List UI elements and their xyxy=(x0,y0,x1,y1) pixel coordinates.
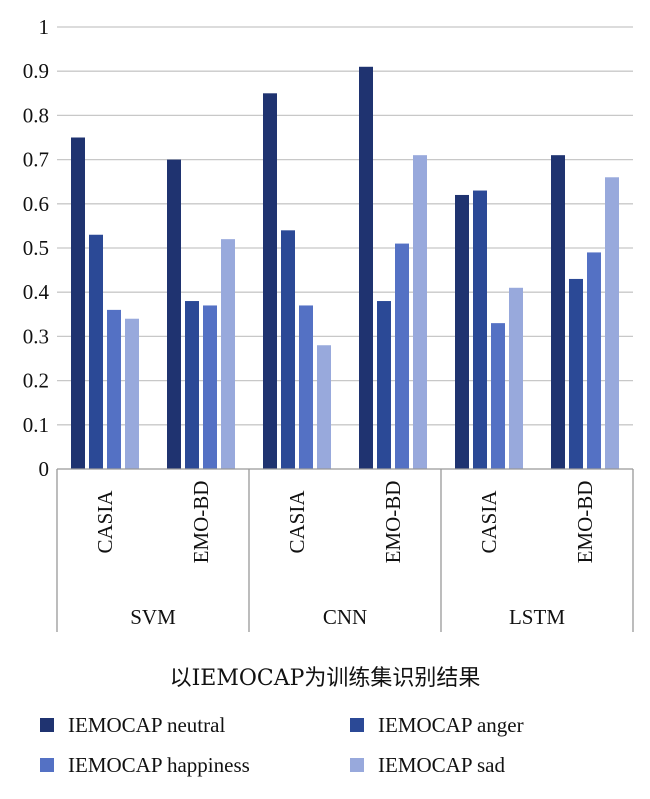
y-tick-label: 0.7 xyxy=(23,148,49,172)
y-tick-label: 0.4 xyxy=(23,280,50,304)
y-tick-label: 0.5 xyxy=(23,236,49,260)
bar-iemocap-happiness xyxy=(107,309,121,469)
x-group-label: CNN xyxy=(323,605,367,629)
bar-iemocap-anger xyxy=(89,234,103,469)
bar-iemocap-happiness xyxy=(491,323,505,469)
y-tick-label: 0.6 xyxy=(23,192,49,216)
legend-swatch-sad xyxy=(350,758,364,772)
x-category-label: CASIA xyxy=(477,490,501,554)
bar-iemocap-neutral xyxy=(455,194,469,469)
x-category-label: EMO-BD xyxy=(189,481,213,564)
bar-iemocap-sad xyxy=(221,239,235,469)
x-group-label: SVM xyxy=(130,605,176,629)
x-category-label: EMO-BD xyxy=(573,481,597,564)
legend-item-neutral: IEMOCAP neutral xyxy=(40,712,350,738)
x-category-label: CASIA xyxy=(93,490,117,554)
tick-labels: 0 0.1 0.2 0.3 0.4 0.5 0.6 0.7 0.8 0.9 1 CASIA EMO-BD… xyxy=(23,15,597,629)
x-axis-title: 以IEMOCAP为训练集识别结果 xyxy=(169,666,481,691)
bar-iemocap-anger xyxy=(281,230,295,469)
legend-label-neutral: IEMOCAP neutral xyxy=(68,712,226,737)
x-category-label: EMO-BD xyxy=(381,481,405,564)
x-group-label: LSTM xyxy=(509,605,565,629)
bars xyxy=(71,66,619,470)
bar-iemocap-neutral xyxy=(263,93,277,470)
axes xyxy=(56,468,634,632)
x-category-label: CASIA xyxy=(285,490,309,554)
y-tick-label: 0.2 xyxy=(23,369,49,393)
bar-iemocap-anger xyxy=(377,301,391,469)
bar-iemocap-happiness xyxy=(299,305,313,469)
legend-label-anger: IEMOCAP anger xyxy=(378,712,524,737)
bar-chart: 0 0.1 0.2 0.3 0.4 0.5 0.6 0.7 0.8 0.9 1 CASIA EMO-BD… xyxy=(23,15,634,632)
legend-swatch-neutral xyxy=(40,718,54,732)
y-tick-label: 0.3 xyxy=(23,324,49,348)
legend-label-sad: IEMOCAP sad xyxy=(378,752,505,777)
bar-iemocap-neutral xyxy=(359,66,373,469)
bar-iemocap-anger xyxy=(569,278,583,469)
y-tick-label: 0 xyxy=(39,457,50,481)
bar-iemocap-sad xyxy=(605,177,619,469)
bar-iemocap-sad xyxy=(125,318,139,469)
bar-iemocap-sad xyxy=(317,345,331,469)
y-tick-label: 0.9 xyxy=(23,59,49,83)
y-tick-label: 0.1 xyxy=(23,413,49,437)
bar-iemocap-happiness xyxy=(587,252,601,469)
bar-iemocap-neutral xyxy=(551,155,565,469)
bar-iemocap-happiness xyxy=(203,305,217,469)
legend-item-sad: IEMOCAP sad xyxy=(350,752,640,778)
bar-iemocap-sad xyxy=(509,287,523,469)
legend-swatch-anger xyxy=(350,718,364,732)
legend: IEMOCAP neutral IEMOCAP anger IEMOCAP ha… xyxy=(40,712,640,778)
bar-iemocap-anger xyxy=(185,301,199,469)
bar-iemocap-anger xyxy=(473,190,487,470)
y-tick-label: 0.8 xyxy=(23,103,49,127)
y-tick-label: 1 xyxy=(39,15,50,39)
bar-iemocap-neutral xyxy=(167,159,181,469)
bar-iemocap-sad xyxy=(413,155,427,469)
gridlines xyxy=(57,26,633,426)
legend-item-anger: IEMOCAP anger xyxy=(350,712,640,738)
legend-label-happiness: IEMOCAP happiness xyxy=(68,752,250,777)
bar-iemocap-happiness xyxy=(395,243,409,469)
legend-swatch-happiness xyxy=(40,758,54,772)
legend-item-happiness: IEMOCAP happiness xyxy=(40,752,350,778)
bar-iemocap-neutral xyxy=(71,137,85,469)
